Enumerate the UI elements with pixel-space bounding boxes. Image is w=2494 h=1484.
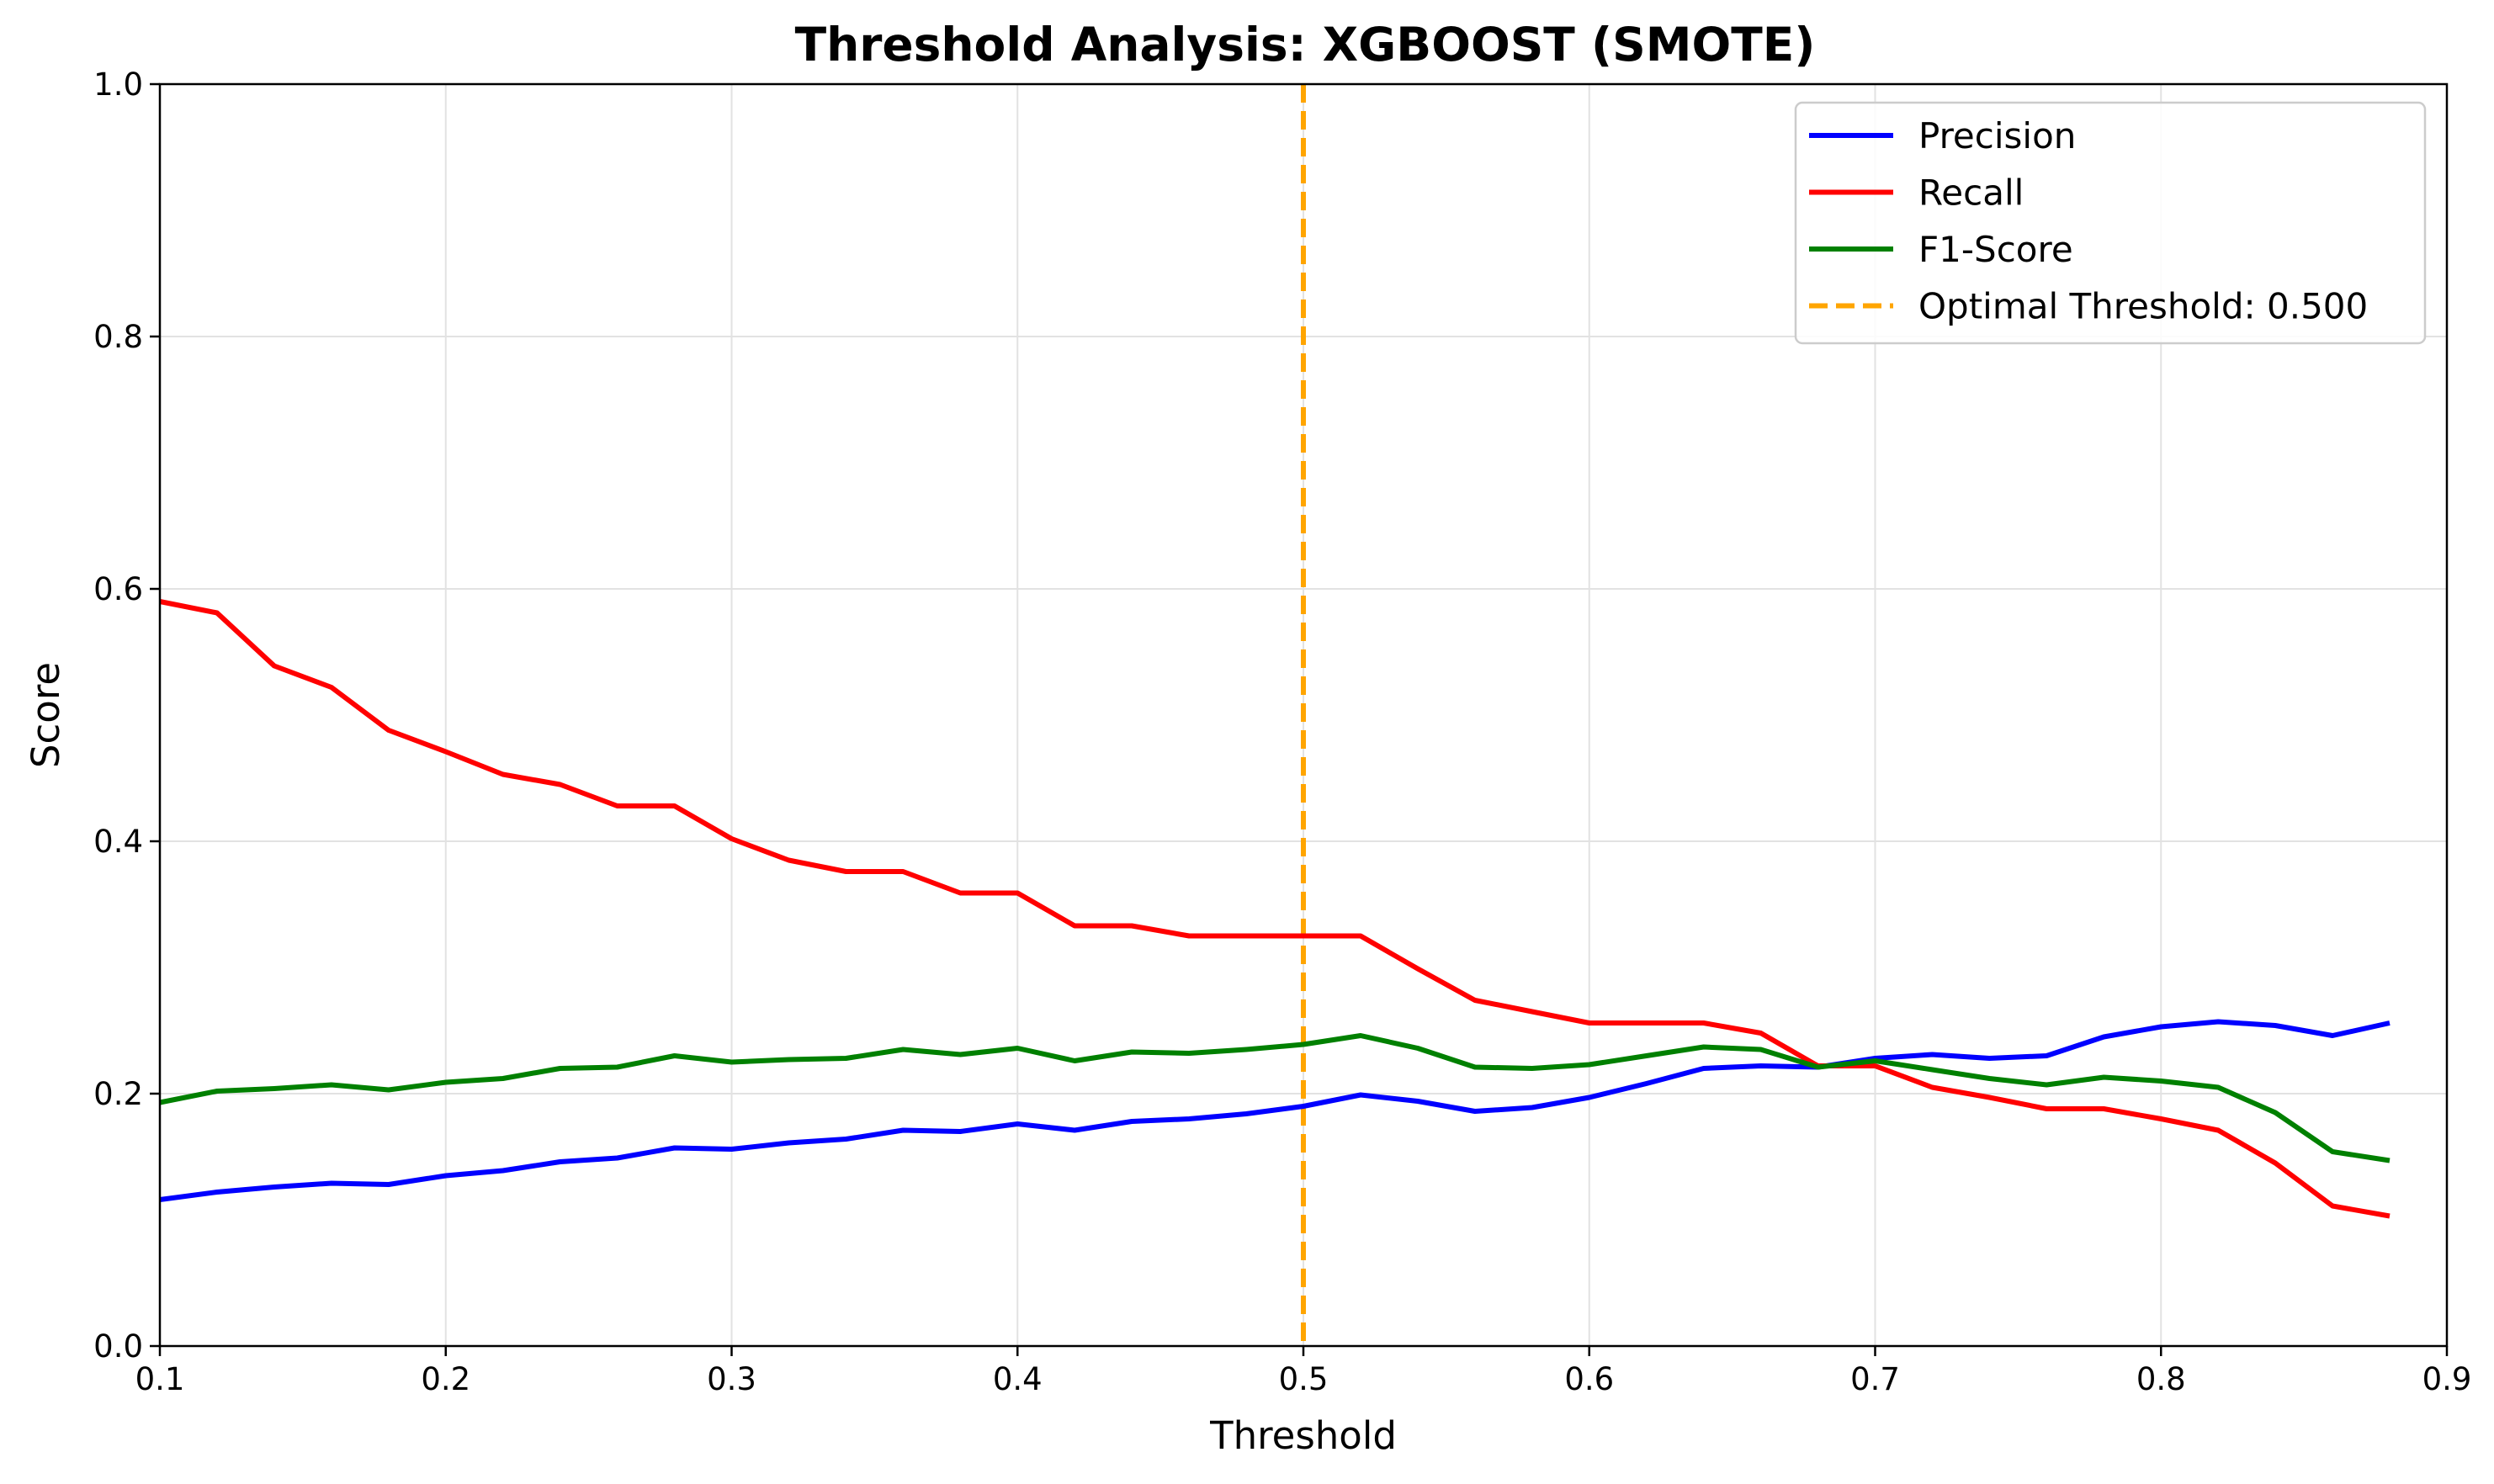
y-tick-label: 0.4 (93, 824, 143, 860)
y-tick-label: 1.0 (93, 66, 143, 103)
x-tick-label: 0.5 (1279, 1361, 1329, 1397)
legend-label: Recall (1918, 172, 2024, 214)
x-axis-ticks: 0.1 0.2 0.3 0.4 0.5 0.6 0.7 0.8 0.9 (135, 1346, 2472, 1397)
x-axis-label: Threshold (1209, 1413, 1397, 1458)
x-tick-label: 0.1 (135, 1361, 185, 1397)
chart-title: Threshold Analysis: XGBOOST (SMOTE) (795, 18, 1816, 72)
legend-label: Precision (1918, 115, 2076, 156)
y-tick-label: 0.8 (93, 319, 143, 355)
f1-score-line (159, 1033, 2391, 1163)
x-tick-label: 0.9 (2422, 1361, 2472, 1397)
series-layer (159, 599, 2391, 1219)
legend-label: F1-Score (1918, 229, 2073, 270)
x-tick-label: 0.7 (1850, 1361, 1900, 1397)
y-axis-ticks: 0.0 0.2 0.4 0.6 0.8 1.0 (93, 66, 160, 1365)
y-axis-label: Score (24, 662, 68, 768)
x-tick-label: 0.6 (1564, 1361, 1614, 1397)
x-tick-label: 0.8 (2136, 1361, 2186, 1397)
recall-line (159, 599, 2391, 1219)
y-tick-label: 0.0 (93, 1328, 143, 1365)
legend: Precision Recall F1-Score Optimal Threshold… (1794, 101, 2427, 345)
y-tick-label: 0.2 (93, 1076, 143, 1112)
legend-box (1794, 101, 2427, 345)
x-tick-label: 0.3 (707, 1361, 756, 1397)
precision-line (159, 1019, 2391, 1202)
x-tick-label: 0.2 (421, 1361, 470, 1397)
x-tick-label: 0.4 (993, 1361, 1043, 1397)
y-tick-label: 0.6 (93, 571, 143, 607)
legend-label: Optimal Threshold: 0.500 (1918, 286, 2368, 327)
